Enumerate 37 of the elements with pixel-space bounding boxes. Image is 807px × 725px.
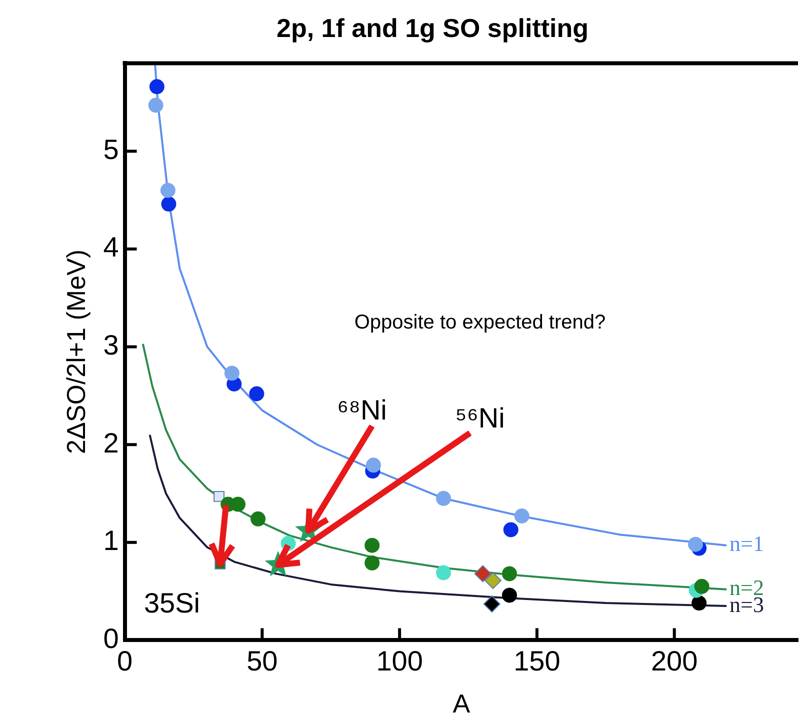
y-tick-label: 0 — [103, 622, 119, 654]
point — [436, 565, 452, 580]
x-tick-label: 100 — [376, 646, 423, 677]
point — [474, 565, 492, 582]
chart-title: 2p, 1f and 1g SO splitting — [276, 12, 589, 43]
point — [250, 511, 266, 526]
annotation: 35Si — [144, 588, 200, 619]
y-tick-label: 1 — [103, 525, 119, 556]
point — [224, 366, 240, 381]
point — [249, 386, 264, 402]
point — [694, 578, 710, 594]
x-axis-title: A — [452, 688, 471, 719]
point — [149, 79, 164, 94]
y-tick-label: 2 — [103, 427, 119, 458]
y-tick-label: 4 — [103, 232, 119, 263]
point — [148, 98, 164, 113]
point — [502, 566, 517, 582]
point — [692, 596, 707, 611]
y-tick-label: 5 — [103, 134, 119, 165]
point — [484, 572, 502, 590]
series-label: n=1 — [730, 531, 764, 556]
x-tick-label: 50 — [246, 646, 278, 677]
x-tick-label: 200 — [650, 646, 698, 677]
point — [514, 508, 530, 524]
point — [483, 596, 500, 613]
annotation: ⁵⁶Ni — [455, 402, 505, 434]
annotation: ⁶⁸Ni — [337, 394, 387, 426]
y-axis-title: 2ΔSO/2l+1 (MeV) — [60, 249, 91, 454]
annotation: Opposite to expected trend? — [354, 312, 606, 334]
x-tick-label: 150 — [514, 646, 560, 677]
y-tick-label: 3 — [103, 330, 119, 361]
point — [160, 182, 176, 198]
point — [502, 588, 517, 603]
point — [214, 490, 224, 502]
point — [161, 196, 176, 212]
point — [688, 536, 704, 552]
point — [503, 522, 518, 538]
